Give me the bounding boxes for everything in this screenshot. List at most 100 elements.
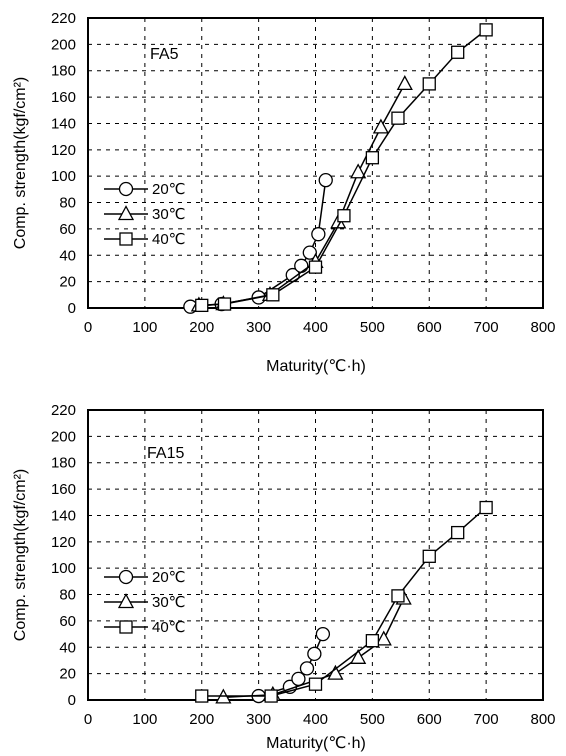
x-tick-label: 800 bbox=[530, 711, 555, 728]
y-tick-label: 80 bbox=[59, 587, 76, 604]
y-tick-label: 0 bbox=[68, 692, 76, 709]
series-line bbox=[201, 29, 487, 307]
data-point bbox=[327, 664, 344, 680]
series-line bbox=[190, 179, 327, 308]
x-tick-label: 500 bbox=[360, 711, 385, 728]
y-tick-label: 20 bbox=[59, 666, 76, 683]
y-tick-label: 160 bbox=[51, 481, 76, 498]
y-tick-label: 200 bbox=[51, 428, 76, 445]
y-tick-label: 100 bbox=[51, 560, 76, 577]
y-tick-label: 160 bbox=[51, 89, 76, 106]
data-point bbox=[451, 525, 465, 540]
x-tick-label: 700 bbox=[474, 319, 499, 336]
y-tick-label: 100 bbox=[51, 168, 76, 185]
data-point bbox=[217, 297, 232, 311]
data-point bbox=[315, 626, 331, 642]
tick-labels: 0 100 200 300 400 500 600 700 800 0 20 40 60 80 100 120… bbox=[51, 10, 556, 336]
y-tick-label: 220 bbox=[51, 10, 76, 27]
legend-item: 20℃ bbox=[104, 181, 186, 198]
data-point bbox=[195, 689, 209, 703]
series-layer bbox=[195, 500, 493, 704]
legend-item: 20℃ bbox=[104, 569, 186, 586]
data-point bbox=[308, 260, 323, 274]
x-tick-label: 600 bbox=[417, 319, 442, 336]
plot-frame bbox=[87, 409, 544, 701]
legend-item: 30℃ bbox=[104, 205, 186, 223]
x-tick-label: 200 bbox=[189, 319, 214, 336]
legend-label: 20℃ bbox=[152, 569, 186, 586]
legend-item: 40℃ bbox=[104, 231, 186, 248]
y-tick-label: 180 bbox=[51, 63, 76, 80]
data-point bbox=[479, 500, 493, 515]
y-tick-label: 60 bbox=[59, 221, 76, 238]
y-axis-title: Comp. strength(kgf/cm²) bbox=[12, 77, 29, 249]
data-point bbox=[294, 258, 309, 273]
legend-marker bbox=[119, 232, 133, 246]
legend: 20℃ 30℃ 40℃ bbox=[104, 569, 186, 636]
series-square bbox=[195, 500, 493, 703]
y-tick-label: 180 bbox=[51, 455, 76, 472]
plot-frame bbox=[87, 17, 544, 309]
y-tick-label: 200 bbox=[51, 36, 76, 53]
x-tick-label: 200 bbox=[189, 711, 214, 728]
series-line bbox=[198, 83, 406, 307]
y-tick-label: 120 bbox=[51, 534, 76, 551]
x-axis-title: Maturity(℃·h) bbox=[266, 735, 366, 752]
legend-label: 20℃ bbox=[152, 181, 186, 198]
legend-label: 40℃ bbox=[152, 231, 186, 248]
data-point bbox=[365, 151, 380, 165]
data-point bbox=[266, 288, 280, 302]
chart-fa15: 0 100 200 300 400 500 600 700 800 0 20 40 60 80 100 120… bbox=[12, 402, 556, 752]
data-point bbox=[372, 118, 389, 134]
x-tick-label: 400 bbox=[303, 319, 328, 336]
legend-marker bbox=[119, 620, 133, 634]
legend-item: 30℃ bbox=[104, 593, 186, 611]
y-tick-label: 140 bbox=[51, 115, 76, 132]
y-tick-label: 20 bbox=[59, 274, 76, 291]
data-point bbox=[308, 677, 323, 691]
y-tick-label: 140 bbox=[51, 507, 76, 524]
grid-lines bbox=[88, 18, 543, 308]
tick-labels: 0 100 200 300 400 500 600 700 800 0 20 40 60 80 100 120… bbox=[51, 402, 556, 728]
legend-marker bbox=[117, 205, 135, 221]
legend-label: 40℃ bbox=[152, 619, 186, 636]
x-tick-label: 500 bbox=[360, 319, 385, 336]
legend-marker bbox=[118, 181, 134, 197]
x-tick-label: 100 bbox=[132, 711, 157, 728]
data-point bbox=[375, 630, 392, 646]
data-point bbox=[302, 245, 317, 260]
x-tick-label: 0 bbox=[84, 319, 92, 336]
x-tick-label: 400 bbox=[303, 711, 328, 728]
legend-label: 30℃ bbox=[152, 594, 186, 611]
y-tick-label: 60 bbox=[59, 613, 76, 630]
data-point bbox=[422, 77, 436, 91]
series-square bbox=[195, 23, 493, 313]
panel-label: FA15 bbox=[147, 445, 184, 462]
x-tick-label: 300 bbox=[246, 319, 271, 336]
x-axis-title: Maturity(℃·h) bbox=[266, 358, 366, 375]
data-point bbox=[391, 589, 405, 603]
y-tick-label: 0 bbox=[68, 300, 76, 317]
x-tick-label: 600 bbox=[417, 711, 442, 728]
legend: 20℃ 30℃ 40℃ bbox=[104, 181, 186, 248]
series-circle bbox=[183, 172, 333, 314]
data-point bbox=[195, 298, 209, 313]
data-point bbox=[299, 661, 315, 676]
x-tick-label: 700 bbox=[474, 711, 499, 728]
y-tick-label: 220 bbox=[51, 402, 76, 419]
data-point bbox=[311, 227, 326, 242]
x-tick-label: 300 bbox=[246, 711, 271, 728]
x-tick-label: 0 bbox=[84, 711, 92, 728]
data-point bbox=[307, 646, 322, 662]
data-point bbox=[350, 163, 367, 179]
chart-fa5: 0 100 200 300 400 500 600 700 800 0 20 40 60 80 100 120… bbox=[12, 10, 556, 375]
series-layer bbox=[183, 23, 493, 314]
data-point bbox=[337, 209, 351, 223]
data-point bbox=[422, 549, 436, 563]
legend-label: 30℃ bbox=[152, 206, 186, 223]
data-point bbox=[365, 634, 380, 648]
data-point bbox=[291, 671, 306, 687]
data-point bbox=[396, 75, 413, 91]
legend-marker bbox=[118, 569, 134, 585]
x-tick-label: 100 bbox=[132, 319, 157, 336]
